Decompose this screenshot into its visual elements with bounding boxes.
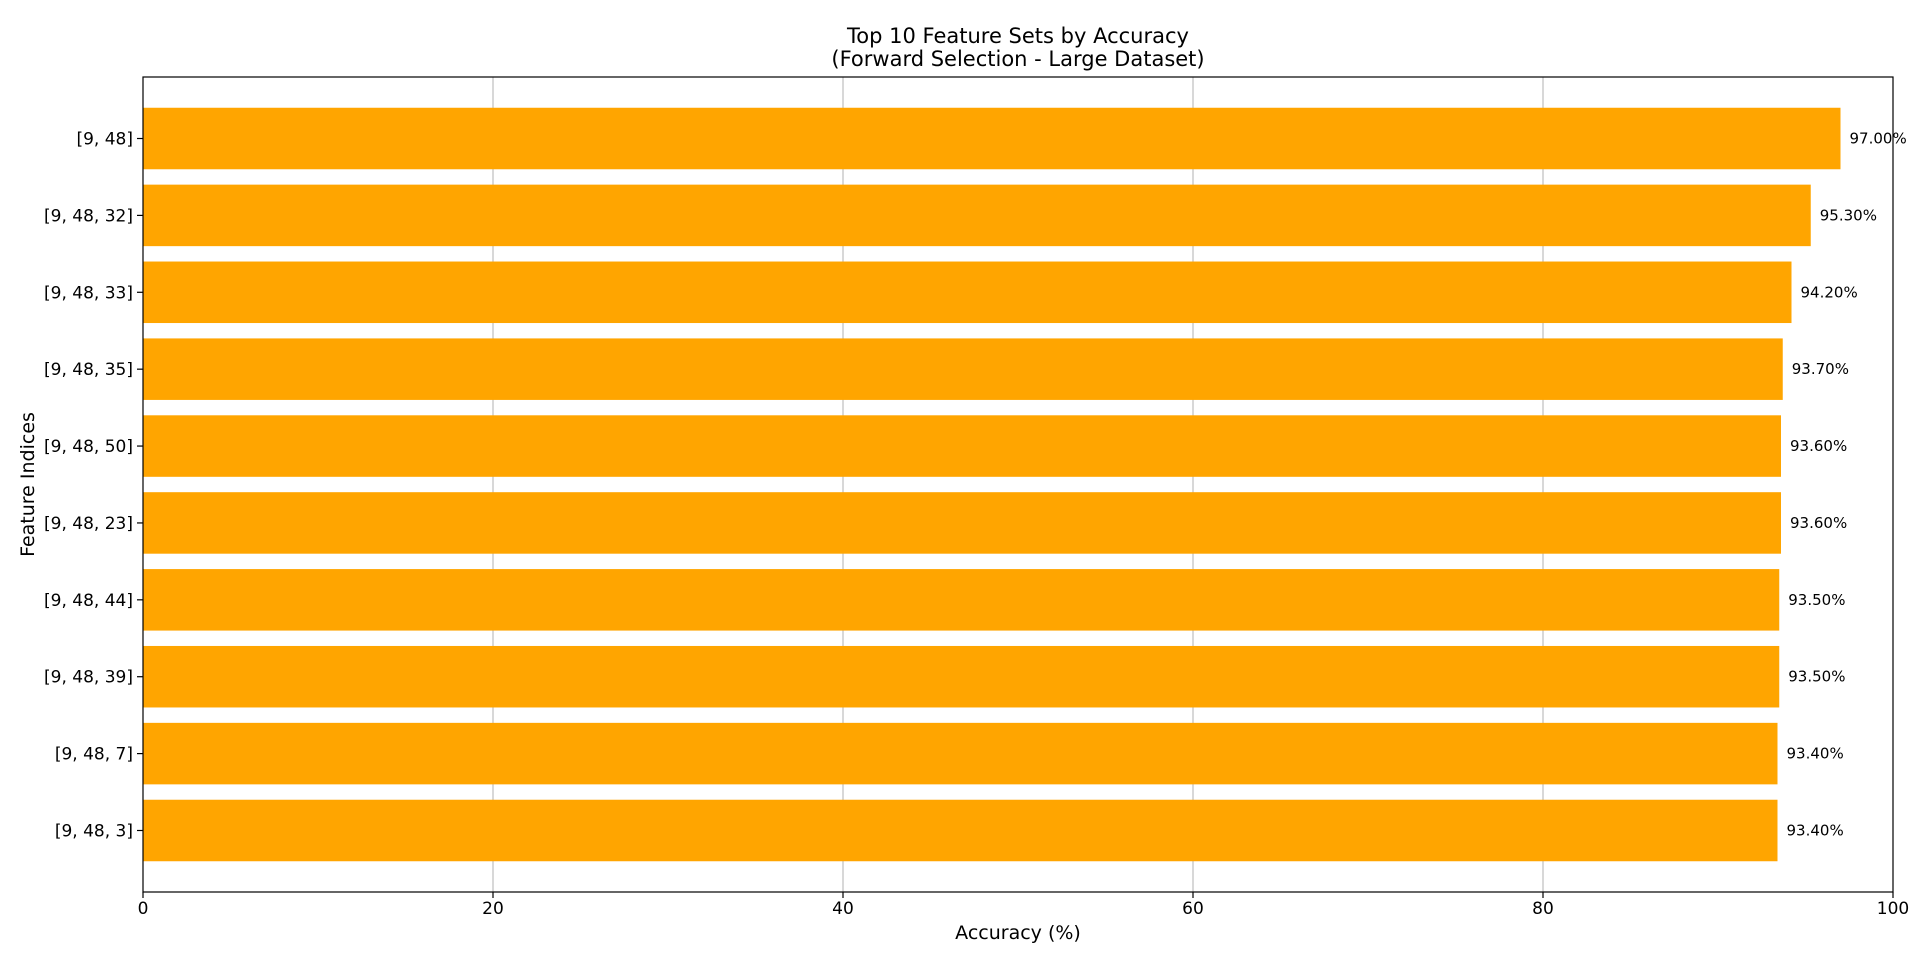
bar-data-label: 97.00% [1850, 130, 1907, 148]
bar-data-label: 93.50% [1788, 591, 1845, 609]
y-tick-label: [9, 48, 50] [44, 437, 133, 457]
bar [143, 799, 1778, 862]
bar-data-label: 93.40% [1787, 821, 1844, 839]
x-tick-label: 20 [482, 899, 504, 919]
y-tick-label: [9, 48, 39] [44, 668, 133, 688]
bar-data-label: 93.60% [1790, 514, 1847, 532]
y-tick-label: [9, 48, 35] [44, 360, 133, 380]
x-tick-label: 80 [1532, 899, 1554, 919]
bar [143, 645, 1780, 708]
chart-subtitle: (Forward Selection - Large Dataset) [831, 47, 1204, 71]
bar [143, 415, 1781, 477]
x-tick-label: 40 [832, 899, 854, 919]
ticks: 0 20 40 60 80 100 [9, 48] [9, 48, 32] [9, 48, 33… [44, 130, 1909, 919]
bar-data-label: 94.20% [1801, 283, 1858, 301]
bar-data-label: 93.50% [1788, 668, 1845, 686]
bar-data-label: 93.70% [1792, 360, 1849, 378]
x-tick-label: 0 [138, 899, 149, 919]
x-axis-label: Accuracy (%) [955, 922, 1081, 944]
bar [143, 722, 1778, 785]
chart-title: Top 10 Feature Sets by Accuracy [846, 24, 1189, 48]
bar [143, 184, 1811, 247]
y-tick-label: [9, 48, 32] [44, 206, 133, 226]
y-tick-label: [9, 48, 3] [55, 821, 133, 841]
bar-data-label: 93.40% [1787, 745, 1844, 763]
x-tick-label: 60 [1182, 899, 1204, 919]
bar-data-label: 95.30% [1820, 206, 1877, 224]
plot-frame [142, 76, 1894, 893]
data-labels: 97.00% 95.30% 94.20% 93.70% 93.60% 93.60% 93.5… [1787, 130, 1907, 840]
y-tick-label: [9, 48, 33] [44, 283, 133, 303]
bars [143, 107, 1841, 862]
bar [143, 107, 1841, 170]
x-tick-label: 100 [1877, 899, 1909, 919]
y-tick-label: [9, 48, 23] [44, 514, 133, 534]
bar [143, 261, 1792, 324]
bar-data-label: 93.60% [1790, 437, 1847, 455]
bar [143, 338, 1783, 400]
bar [143, 492, 1781, 554]
y-axis-label: Feature Indices [17, 412, 39, 557]
y-tick-label: [9, 48] [76, 130, 133, 150]
y-tick-label: [9, 48, 44] [44, 591, 133, 611]
bar [143, 569, 1780, 631]
y-tick-label: [9, 48, 7] [55, 745, 133, 765]
